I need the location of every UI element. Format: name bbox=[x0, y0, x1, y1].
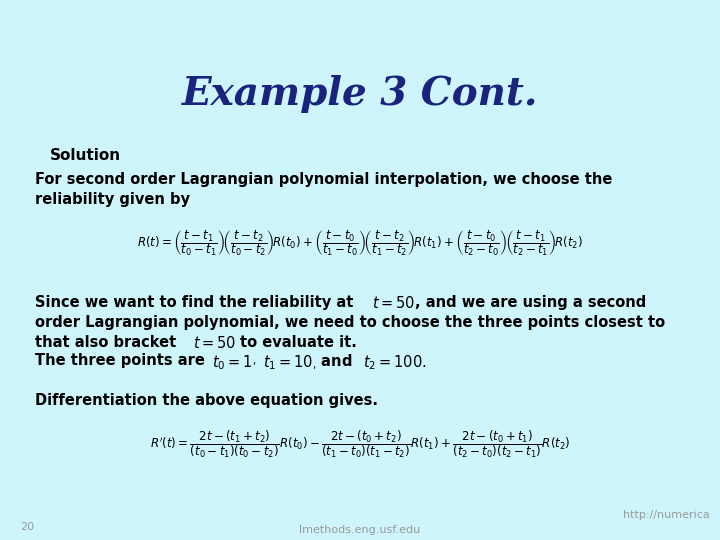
Text: The three points are: The three points are bbox=[35, 353, 205, 368]
Text: Solution: Solution bbox=[50, 148, 121, 163]
Text: $_{,}$: $_{,}$ bbox=[252, 353, 256, 368]
Text: to evaluate it.: to evaluate it. bbox=[240, 335, 357, 350]
Text: $_{,}$ and: $_{,}$ and bbox=[312, 353, 353, 372]
Text: $t_1=10$: $t_1=10$ bbox=[263, 353, 313, 372]
Text: For second order Lagrangian polynomial interpolation, we choose the: For second order Lagrangian polynomial i… bbox=[35, 172, 613, 187]
Text: http://numerica: http://numerica bbox=[624, 510, 710, 520]
Text: $R(t)=\left(\dfrac{t-t_1}{t_0-t_1}\right)\!\left(\dfrac{t-t_2}{t_0-t_2}\right)\!: $R(t)=\left(\dfrac{t-t_1}{t_0-t_1}\right… bbox=[137, 228, 583, 258]
Text: lmethods.eng.usf.edu: lmethods.eng.usf.edu bbox=[300, 525, 420, 535]
Text: reliability given by: reliability given by bbox=[35, 192, 190, 207]
Text: order Lagrangian polynomial, we need to choose the three points closest to: order Lagrangian polynomial, we need to … bbox=[35, 315, 665, 330]
Text: $t=50$: $t=50$ bbox=[372, 295, 415, 311]
Text: Example 3 Cont.: Example 3 Cont. bbox=[182, 75, 538, 113]
Text: that also bracket: that also bracket bbox=[35, 335, 176, 350]
Text: $t_0=1$: $t_0=1$ bbox=[212, 353, 253, 372]
Text: Differentiation the above equation gives.: Differentiation the above equation gives… bbox=[35, 393, 378, 408]
Text: , and we are using a second: , and we are using a second bbox=[415, 295, 647, 310]
Text: $t=50$: $t=50$ bbox=[193, 335, 236, 351]
Text: Since we want to find the reliability at: Since we want to find the reliability at bbox=[35, 295, 354, 310]
Text: $R'(t)=\dfrac{2t-(t_1+t_2)}{(t_0-t_1)(t_0-t_2)}R(t_0)-\dfrac{2t-(t_0+t_2)}{(t_1-: $R'(t)=\dfrac{2t-(t_1+t_2)}{(t_0-t_1)(t_… bbox=[150, 428, 570, 460]
Text: 20: 20 bbox=[20, 522, 34, 532]
Text: $t_2=100.$: $t_2=100.$ bbox=[363, 353, 427, 372]
